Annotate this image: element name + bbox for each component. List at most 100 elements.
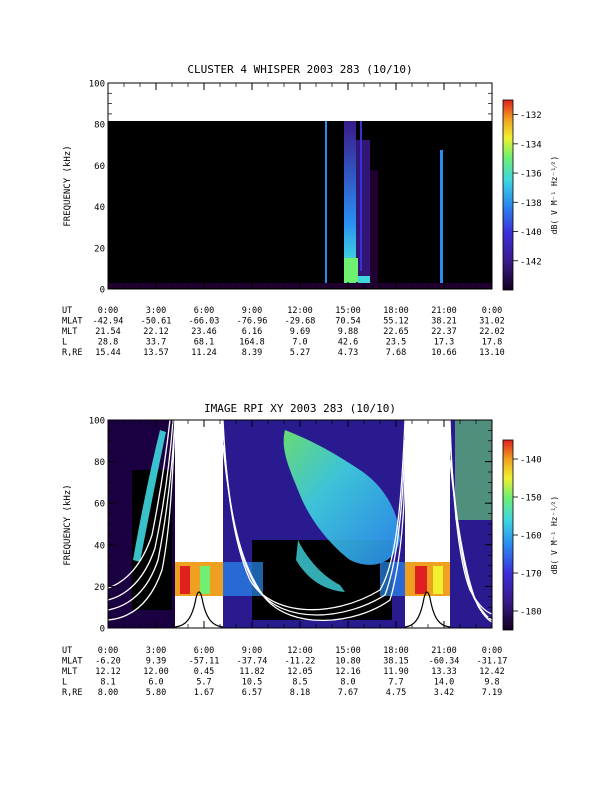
whisper-colorbar-label: dB( V M⁻¹ Hz⁻¹⁄²) [550, 156, 559, 234]
rpi-ephemeris-cell: 4.75 [386, 688, 406, 698]
whisper-ephemeris-row-label: R,RE [62, 348, 82, 358]
rpi-ephemeris-table: UTMLATMLTLR,RE0:00-6.2012.128.18.003:009… [62, 646, 507, 698]
rpi-ephemeris-cell: 3:00 [146, 646, 166, 656]
rpi-colorbar-tick-label: -180 [520, 608, 542, 618]
whisper-ephemeris-cell: 38.21 [431, 317, 457, 327]
whisper-ephemeris-cell: 22.37 [431, 327, 457, 337]
rpi-colorbar-tick-label: -170 [520, 570, 542, 580]
whisper-ephemeris-cell: 22.12 [143, 327, 169, 337]
whisper-burst-green [358, 276, 370, 283]
whisper-colorbar-tick-label: -132 [520, 111, 542, 121]
whisper-ephemeris-cell: 9.69 [290, 327, 310, 337]
rpi-ytick-label: 80 [94, 458, 105, 468]
whisper-ephemeris-cell: 11.24 [191, 348, 217, 358]
whisper-ephemeris-cell: 0:00 [482, 306, 502, 316]
rpi-ytick-label: 20 [94, 583, 105, 593]
whisper-ephemeris-cell: -66.03 [189, 317, 220, 327]
rpi-ephemeris-cell: 8.1 [100, 678, 115, 688]
rpi-ephemeris-cell: -57.11 [189, 657, 220, 667]
whisper-colorbar-ticks: -132 -134 -136 -138 -140 -142 [513, 111, 542, 267]
whisper-ephemeris-cell: 68.1 [194, 338, 214, 348]
rpi-ephemeris-cell: 6:00 [194, 646, 214, 656]
rpi-panel: IMAGE RPI XY 2003 283 (10/10) FREQUENCY … [62, 402, 559, 698]
rpi-ephemeris-row-label: L [62, 678, 67, 688]
rpi-colorbar-tick-label: -160 [520, 532, 542, 542]
rpi-ephemeris-cell: 6.0 [148, 678, 163, 688]
whisper-ephemeris-cell: 17.3 [434, 338, 454, 348]
whisper-ephemeris-cell: 21:00 [431, 306, 457, 316]
rpi-ephemeris-cell: 7.67 [338, 688, 358, 698]
rpi-peak-curves [174, 591, 451, 628]
rpi-band-left-b [180, 566, 190, 594]
whisper-ephemeris-cell: 70.54 [335, 317, 361, 327]
rpi-band-left-c [200, 566, 210, 594]
whisper-ephemeris-cell: 8.39 [242, 348, 262, 358]
rpi-ephemeris-cell: 5.7 [196, 678, 211, 688]
whisper-spectrogram [108, 121, 492, 289]
rpi-ephemeris-cell: 14.0 [434, 678, 454, 688]
rpi-cusp-1 [133, 430, 166, 562]
rpi-ephemeris-cell: 15:00 [335, 646, 361, 656]
whisper-ephemeris-cell: 12:00 [287, 306, 313, 316]
rpi-ytick-label: 60 [94, 500, 105, 510]
whisper-ytick-label: 100 [89, 80, 105, 90]
rpi-ephemeris-cell: 7.19 [482, 688, 502, 698]
rpi-ephemeris-cell: 18:00 [383, 646, 409, 656]
rpi-ephemeris-cell: 12.00 [143, 667, 169, 677]
whisper-ephemeris-cell: 17.8 [482, 338, 502, 348]
whisper-ytick-label: 40 [94, 203, 105, 213]
whisper-ytick-label: 0 [100, 286, 105, 296]
whisper-ephemeris-cell: 7.0 [292, 338, 307, 348]
rpi-ephemeris-cell: 8.18 [290, 688, 310, 698]
rpi-ephemeris-cell: 38.15 [383, 657, 409, 667]
whisper-colorbar-tick-label: -136 [520, 170, 542, 180]
rpi-ephemeris-cell: 12.16 [335, 667, 361, 677]
rpi-ephemeris-cell: -37.74 [237, 657, 268, 667]
whisper-ephemeris-cell: 7.68 [386, 348, 406, 358]
rpi-ephemeris-cell: 3.42 [434, 688, 454, 698]
whisper-ytick-label: 20 [94, 244, 105, 254]
whisper-burst-core [344, 121, 356, 287]
whisper-ephemeris-cell: 15.44 [95, 348, 121, 358]
whisper-ephemeris-row-label: L [62, 338, 67, 348]
rpi-band-right [405, 562, 450, 596]
whisper-panel: CLUSTER 4 WHISPER 2003 283 (10/10) FREQU… [62, 63, 559, 358]
rpi-ephemeris-cell: 9.39 [146, 657, 166, 667]
whisper-ylabel: FREQUENCY (kHz) [63, 145, 73, 226]
rpi-band-right-b [415, 566, 427, 594]
whisper-burst-tail [356, 140, 370, 280]
whisper-ephemeris-cell: 10.66 [431, 348, 457, 358]
rpi-band-right-c [433, 566, 443, 594]
whisper-ephemeris-cell: 164.8 [239, 338, 265, 348]
whisper-ephemeris-cell: 0:00 [98, 306, 118, 316]
whisper-ephemeris-table: UTMLATMLTLR,RE0:00-42.9421.5428.815.443:… [62, 306, 505, 358]
rpi-ephemeris-cell: 10.80 [335, 657, 361, 667]
whisper-ephemeris-cell: 23.5 [386, 338, 406, 348]
rpi-ephemeris-cell: 1.67 [194, 688, 214, 698]
rpi-ephemeris-row-label: MLT [62, 667, 77, 677]
whisper-ytick-label: 80 [94, 121, 105, 131]
rpi-ephemeris-cell: -11.22 [285, 657, 316, 667]
rpi-colorbar-label: dB( V M⁻¹ Hz⁻¹⁄²) [550, 496, 559, 574]
rpi-colorbar-tick-label: -150 [520, 494, 542, 504]
whisper-ephemeris-cell: 6.16 [242, 327, 262, 337]
whisper-ephemeris-cell: 9:00 [242, 306, 262, 316]
whisper-ephemeris-cell: 55.12 [383, 317, 409, 327]
rpi-ephemeris-cell: -31.17 [477, 657, 508, 667]
whisper-ephemeris-cell: 9.88 [338, 327, 358, 337]
rpi-ephemeris-cell: 9:00 [242, 646, 262, 656]
whisper-ephemeris-cell: 31.02 [479, 317, 505, 327]
rpi-colorbar-ticks: -140 -150 -160 -170 -180 [513, 456, 542, 618]
whisper-ephemeris-row-label: MLT [62, 327, 77, 337]
whisper-ephemeris-cell: -42.94 [93, 317, 124, 327]
rpi-ephemeris-cell: 8.0 [340, 678, 355, 688]
rpi-axes: 0 20 40 60 80 100 [89, 417, 493, 635]
rpi-ephemeris-row-label: MLAT [62, 657, 82, 667]
rpi-ephemeris-row-label: UT [62, 646, 72, 656]
rpi-ephemeris-cell: 21:00 [431, 646, 457, 656]
whisper-streak-1 [325, 121, 327, 287]
rpi-right-green [455, 420, 492, 520]
rpi-ytick-label: 100 [89, 417, 105, 427]
rpi-ytick-label: 0 [100, 625, 105, 635]
